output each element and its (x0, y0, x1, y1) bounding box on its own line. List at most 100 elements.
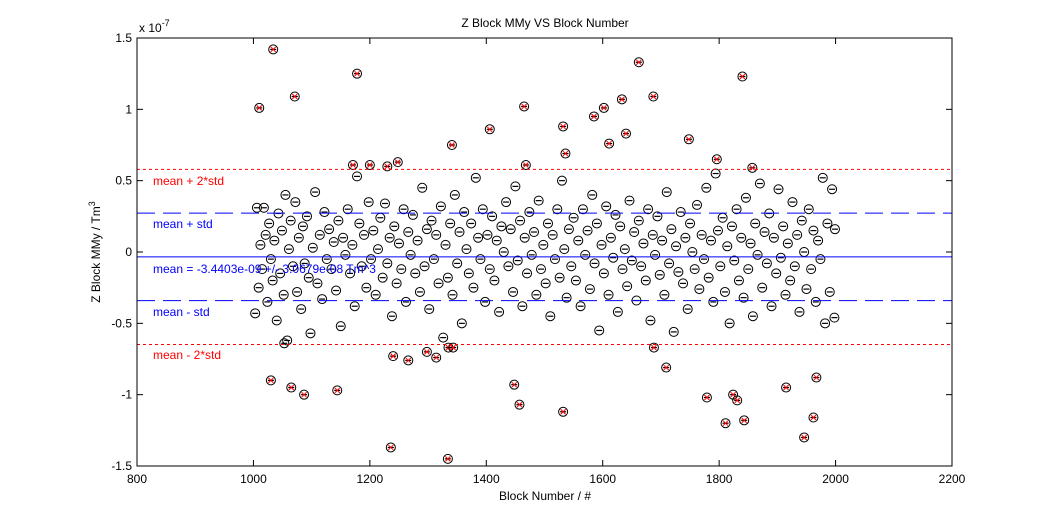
point-marker (366, 254, 377, 265)
data-point (373, 244, 384, 255)
point-marker (712, 225, 723, 236)
data-point (393, 238, 404, 249)
point-marker (419, 261, 430, 272)
data-point (801, 284, 812, 295)
point-marker (410, 268, 421, 279)
data-point (829, 224, 840, 235)
point-marker (538, 239, 549, 250)
point-marker (673, 266, 684, 277)
data-point (356, 261, 367, 272)
point-marker (345, 268, 356, 279)
data-point (370, 289, 381, 300)
data-point (389, 221, 400, 232)
outlier-point (560, 148, 571, 159)
point-marker (785, 275, 796, 286)
point-marker (282, 335, 293, 346)
point-marker (768, 232, 779, 243)
point-marker (424, 304, 435, 315)
outlier-cross (601, 105, 607, 111)
data-point (596, 239, 607, 250)
point-marker (558, 406, 569, 417)
data-point (685, 218, 696, 229)
data-point (496, 221, 507, 232)
point-marker (271, 315, 282, 326)
point-marker (699, 254, 710, 265)
point-marker (610, 209, 621, 220)
data-point (466, 218, 477, 229)
point-marker (262, 296, 273, 307)
data-point (255, 239, 266, 250)
data-point (766, 301, 777, 312)
point-marker (552, 204, 563, 215)
point-marker (254, 102, 265, 113)
point-marker (303, 272, 314, 283)
point-marker (396, 264, 407, 275)
data-point (526, 249, 537, 260)
point-marker (468, 282, 479, 293)
outlier-cross (635, 59, 642, 66)
point-marker (787, 197, 798, 208)
point-marker (724, 318, 735, 329)
point-marker (417, 182, 428, 193)
data-point (435, 201, 446, 212)
point-marker (384, 232, 395, 243)
data-point (708, 296, 719, 307)
outlier-cross (591, 113, 597, 120)
point-marker (501, 197, 512, 208)
point-marker (596, 239, 607, 250)
point-marker (694, 284, 705, 295)
outlier-cross (739, 73, 746, 80)
point-marker (759, 227, 770, 238)
point-marker (701, 392, 712, 403)
data-point (673, 266, 684, 277)
data-point (482, 229, 493, 240)
point-marker (664, 258, 675, 269)
point-marker (335, 321, 346, 332)
data-point (494, 306, 505, 317)
point-marker (747, 311, 758, 322)
point-marker (312, 278, 323, 289)
data-point (682, 304, 693, 315)
data-point (445, 218, 456, 229)
point-marker (352, 68, 363, 79)
data-point (827, 184, 838, 195)
point-marker (757, 282, 768, 293)
point-marker (456, 318, 467, 329)
data-point (452, 258, 463, 269)
outlier-cross (387, 444, 394, 451)
point-marker (463, 268, 474, 279)
data-point (352, 171, 363, 182)
point-marker (720, 418, 731, 429)
point-marker (780, 289, 791, 300)
data-point (363, 197, 374, 208)
data-point (282, 335, 293, 346)
data-point (299, 258, 310, 269)
outlier-cross (424, 349, 430, 355)
data-point (271, 315, 282, 326)
point-marker (815, 254, 826, 265)
data-point (342, 204, 353, 215)
mean-label: mean = -3.4403e-09 +/- 3.0679e-08 Tm^3 (153, 262, 376, 276)
outlier-point (711, 154, 722, 165)
point-marker (719, 286, 730, 297)
point-marker (363, 197, 374, 208)
data-point (335, 321, 346, 332)
point-marker (442, 272, 453, 283)
outlier-cross (523, 162, 529, 168)
data-point (396, 264, 407, 275)
point-marker (594, 325, 605, 336)
point-marker (563, 224, 574, 235)
outlier-cross (704, 394, 710, 401)
outlier-point (747, 162, 758, 173)
data-point (589, 258, 600, 269)
data-point (505, 224, 516, 235)
data-point (377, 272, 388, 283)
point-marker (829, 224, 840, 235)
point-marker (678, 278, 689, 289)
point-marker (258, 202, 269, 213)
point-marker (711, 154, 722, 165)
data-point (321, 254, 332, 265)
data-point (566, 261, 577, 272)
data-point (269, 235, 280, 246)
data-point (622, 281, 633, 292)
